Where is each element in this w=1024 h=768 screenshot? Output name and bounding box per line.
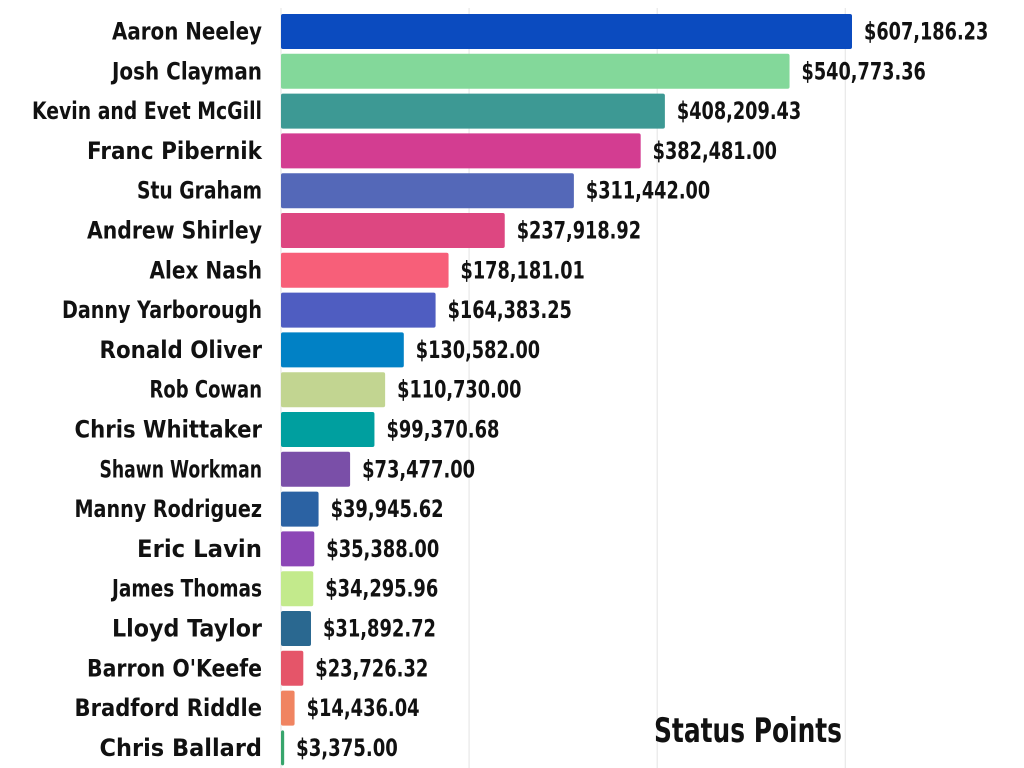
category-label-18: Chris Ballard (100, 734, 263, 762)
category-label-17: Bradford Riddle (75, 694, 263, 722)
value-label-14: $34,295.96 (325, 575, 438, 603)
bar-7 (281, 292, 436, 328)
bar-10 (281, 412, 375, 447)
category-label-16: Barron O'Keefe (87, 654, 262, 682)
bar-17 (281, 690, 295, 726)
bar-11 (281, 451, 351, 487)
bar-5 (281, 213, 505, 248)
bar-18 (281, 730, 285, 766)
category-label-11: Shawn Workman (100, 455, 263, 483)
value-label-12: $39,945.62 (331, 495, 444, 523)
bar-9 (281, 372, 386, 408)
value-label-6: $178,181.01 (461, 256, 585, 284)
bar-14 (281, 571, 314, 607)
category-label-0: Aaron Neeley (112, 18, 262, 46)
label-layer: Aaron Neeley $607,186.23 Josh Clayman $540,… (32, 18, 988, 762)
value-label-1: $540,773.36 (802, 57, 926, 85)
category-label-1: Josh Clayman (110, 57, 262, 85)
value-label-7: $164,383.25 (448, 296, 572, 324)
category-label-5: Andrew Shirley (87, 217, 262, 245)
value-label-2: $408,209.43 (677, 97, 801, 125)
bar-4 (281, 173, 574, 209)
bar-13 (281, 531, 315, 567)
bar-layer (281, 14, 852, 766)
value-label-11: $73,477.00 (362, 455, 475, 483)
value-label-13: $35,388.00 (326, 535, 439, 563)
value-label-5: $237,918.92 (517, 217, 641, 245)
category-label-15: Lloyd Taylor (112, 615, 262, 643)
value-label-4: $311,442.00 (586, 177, 710, 205)
category-label-2: Kevin and Evet McGill (32, 97, 262, 125)
chart-title: Status Points (654, 711, 842, 751)
category-label-7: Danny Yarborough (62, 296, 262, 324)
bar-15 (281, 611, 311, 646)
value-label-3: $382,481.00 (653, 137, 777, 165)
value-label-10: $99,370.68 (386, 416, 499, 444)
bar-12 (281, 491, 319, 527)
value-label-16: $23,726.32 (315, 654, 428, 682)
bar-16 (281, 650, 304, 686)
value-label-0: $607,186.23 (864, 18, 988, 46)
bar-2 (281, 93, 665, 129)
value-label-9: $110,730.00 (397, 376, 521, 404)
category-label-6: Alex Nash (150, 256, 263, 284)
category-label-4: Stu Graham (137, 177, 262, 205)
category-label-8: Ronald Oliver (100, 336, 263, 364)
category-label-9: Rob Cowan (150, 376, 263, 404)
bar-6 (281, 252, 449, 288)
category-label-3: Franc Pibernik (87, 137, 263, 165)
value-label-15: $31,892.72 (323, 615, 436, 643)
category-label-13: Eric Lavin (137, 535, 262, 563)
value-label-18: $3,375.00 (296, 734, 398, 762)
value-label-17: $14,436.04 (307, 694, 420, 722)
category-label-10: Chris Whittaker (75, 416, 263, 444)
category-label-14: James Thomas (110, 575, 262, 603)
bar-3 (281, 133, 641, 169)
bar-8 (281, 332, 404, 368)
bar-1 (281, 53, 790, 89)
value-label-8: $130,582.00 (416, 336, 540, 364)
category-label-12: Manny Rodriguez (75, 495, 263, 523)
bar-0 (281, 14, 852, 49)
